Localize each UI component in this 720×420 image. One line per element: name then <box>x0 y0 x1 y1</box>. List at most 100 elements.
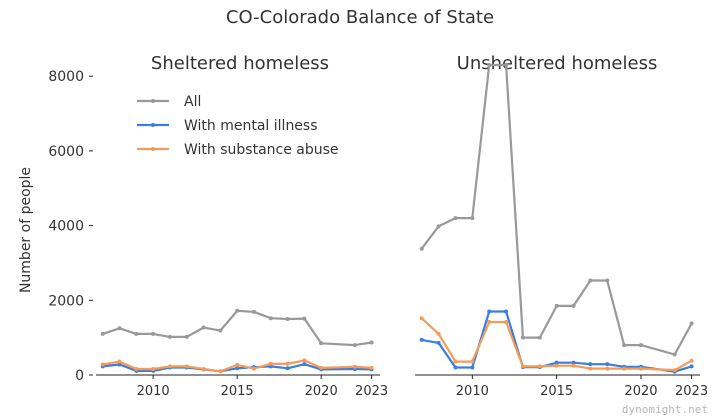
data-point-with-substance-abuse <box>285 361 290 366</box>
y-tick-label: 4000 <box>48 219 84 235</box>
data-point-all <box>352 343 357 348</box>
data-point-with-substance-abuse <box>302 358 307 363</box>
data-point-with-substance-abuse <box>537 364 542 369</box>
data-point-with-substance-abuse <box>622 366 627 371</box>
data-point-with-substance-abuse <box>453 359 458 364</box>
data-point-all <box>201 325 206 330</box>
data-point-with-mental-illness <box>487 309 492 314</box>
y-axis-label: Number of people <box>18 167 34 293</box>
series-line-all <box>102 309 372 347</box>
data-point-with-mental-illness <box>571 360 576 365</box>
data-point-all <box>470 216 475 221</box>
data-point-with-mental-illness <box>419 337 424 342</box>
data-point-all <box>672 352 677 357</box>
y-tick-label: 8000 <box>48 69 84 85</box>
x-tick-label: 2023 <box>675 384 708 399</box>
data-point-with-substance-abuse <box>470 359 475 364</box>
data-point-with-mental-illness <box>453 365 458 370</box>
data-point-with-mental-illness <box>285 366 290 371</box>
panel-right-subtitle: Unsheltered homeless <box>457 53 658 74</box>
data-point-with-substance-abuse <box>134 367 139 372</box>
data-point-all <box>419 246 424 251</box>
data-point-with-mental-illness <box>235 366 240 371</box>
data-point-all <box>571 303 576 308</box>
y-tick-label: 0 <box>75 368 84 384</box>
data-point-with-substance-abuse <box>487 319 492 324</box>
data-point-with-substance-abuse <box>319 365 324 370</box>
x-tick-label: 2010 <box>137 384 170 399</box>
data-point-with-mental-illness <box>605 362 610 367</box>
chart-title: CO-Colorado Balance of State <box>226 7 494 28</box>
data-point-with-substance-abuse <box>117 359 122 364</box>
data-point-with-substance-abuse <box>100 362 105 367</box>
legend-marker-with-mental-illness <box>151 123 155 127</box>
data-point-with-mental-illness <box>470 365 475 370</box>
data-point-all <box>268 316 273 321</box>
data-point-with-substance-abuse <box>436 331 441 336</box>
data-point-with-substance-abuse <box>369 365 374 370</box>
data-point-all <box>520 335 525 340</box>
data-point-all <box>622 343 627 348</box>
data-point-with-substance-abuse <box>268 361 273 366</box>
y-tick-label: 6000 <box>48 144 84 160</box>
data-point-with-substance-abuse <box>571 363 576 368</box>
data-point-all <box>537 335 542 340</box>
data-point-with-substance-abuse <box>672 368 677 373</box>
legend-marker-with-substance-abuse <box>151 147 155 151</box>
data-point-with-substance-abuse <box>201 367 206 372</box>
x-tick-label: 2015 <box>540 384 573 399</box>
data-point-all <box>689 321 694 326</box>
data-point-all <box>369 340 374 345</box>
watermark: dynomight.net <box>621 403 708 416</box>
data-point-with-substance-abuse <box>151 367 156 372</box>
y-tick-label: 2000 <box>48 293 84 309</box>
panel-left-subtitle: Sheltered homeless <box>151 53 329 74</box>
data-point-with-substance-abuse <box>184 364 189 369</box>
data-point-with-substance-abuse <box>689 358 694 363</box>
series-line-with-substance-abuse <box>102 359 372 373</box>
x-tick-label: 2010 <box>456 384 489 399</box>
data-point-with-mental-illness <box>554 360 559 365</box>
data-point-all <box>554 303 559 308</box>
data-point-all <box>251 309 256 314</box>
data-point-all <box>218 328 223 333</box>
series-line-with-mental-illness <box>102 363 372 373</box>
data-point-with-substance-abuse <box>218 369 223 374</box>
x-tick-label: 2015 <box>221 384 254 399</box>
data-point-all <box>487 62 492 67</box>
data-point-with-substance-abuse <box>554 363 559 368</box>
data-point-with-mental-illness <box>302 362 307 367</box>
data-point-all <box>134 331 139 336</box>
legend-label-with-substance-abuse: With substance abuse <box>184 142 339 158</box>
data-point-with-mental-illness <box>117 362 122 367</box>
legend-marker-all <box>151 99 155 103</box>
data-point-all <box>302 316 307 321</box>
x-tick-label: 2020 <box>624 384 657 399</box>
data-point-with-substance-abuse <box>352 364 357 369</box>
x-tick-label: 2020 <box>305 384 338 399</box>
panel-sheltered: 2010 2015 2020 2023 0 2000 4000 6000 8000 <box>48 69 388 399</box>
data-point-all <box>235 308 240 313</box>
data-point-with-substance-abuse <box>504 319 509 324</box>
legend-label-all: All <box>184 94 201 110</box>
data-point-all <box>319 341 324 346</box>
data-point-all <box>167 334 172 339</box>
series-line-all <box>420 63 693 356</box>
data-point-with-substance-abuse <box>605 366 610 371</box>
legend-label-with-mental-illness: With mental illness <box>184 118 318 134</box>
data-point-with-mental-illness <box>436 340 441 345</box>
panel-unsheltered: 2010 2015 2020 2023 <box>415 62 708 399</box>
data-point-with-substance-abuse <box>588 366 593 371</box>
legend: All With mental illness With substance abu… <box>137 94 339 158</box>
data-point-with-substance-abuse <box>638 366 643 371</box>
data-point-all <box>504 62 509 67</box>
data-point-all <box>453 216 458 221</box>
data-point-with-mental-illness <box>689 364 694 369</box>
data-point-with-mental-illness <box>588 362 593 367</box>
data-point-all <box>436 224 441 229</box>
data-point-with-substance-abuse <box>419 316 424 321</box>
data-point-with-substance-abuse <box>251 366 256 371</box>
data-point-with-mental-illness <box>504 309 509 314</box>
x-tick-label: 2023 <box>355 384 388 399</box>
